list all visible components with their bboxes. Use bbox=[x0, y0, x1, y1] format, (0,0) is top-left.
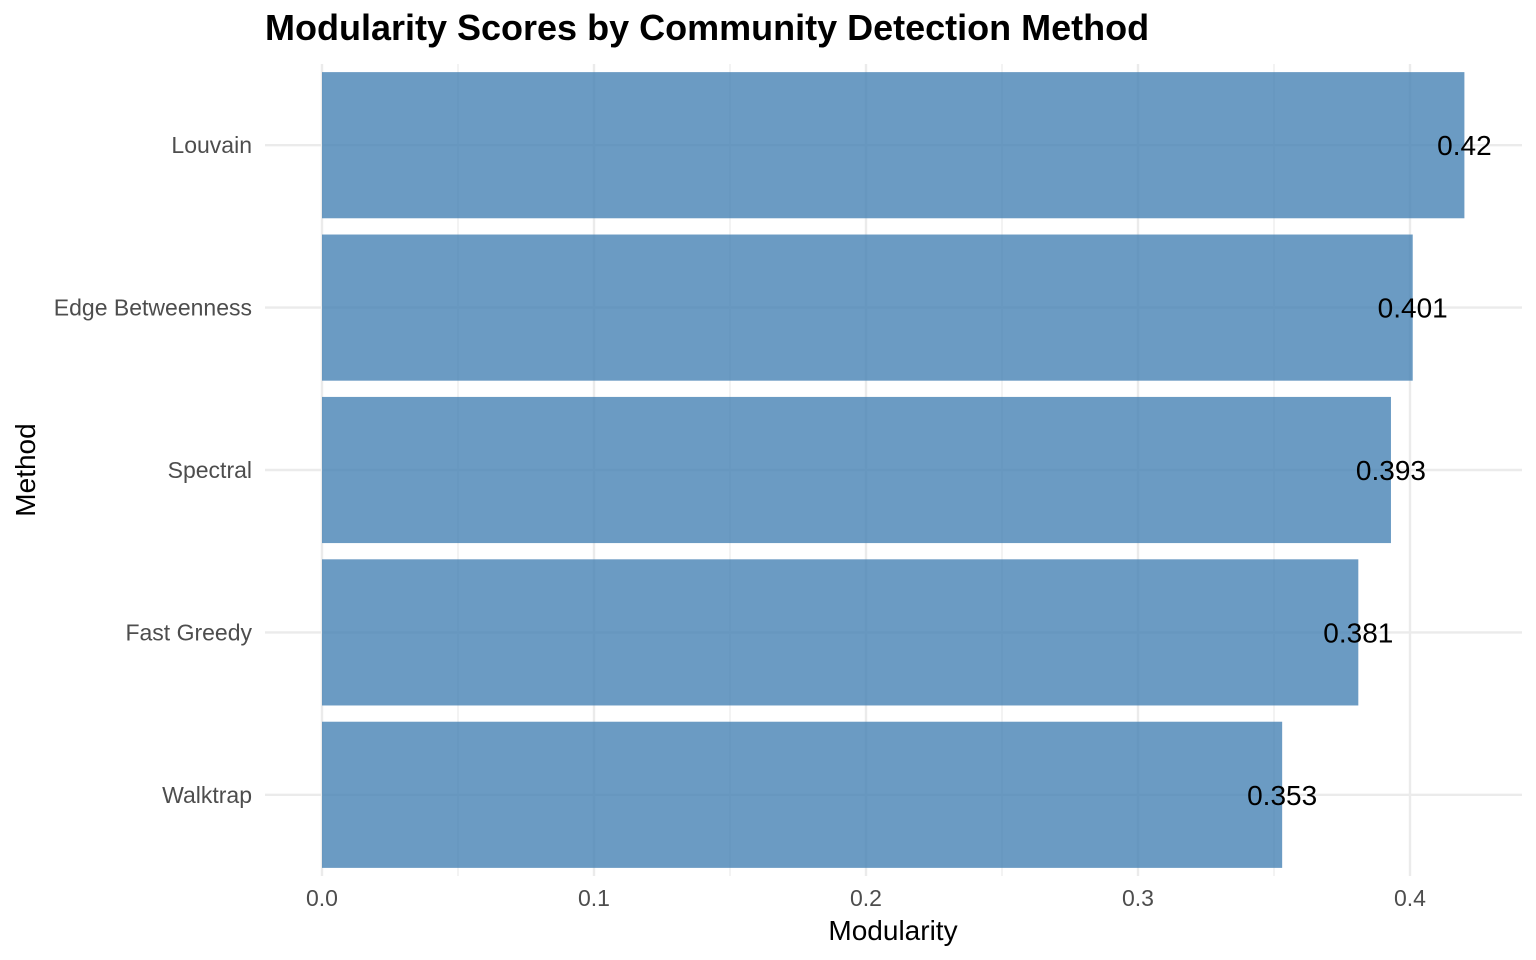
x-axis-tick-labels: 0.0 0.1 0.2 0.3 0.4 bbox=[306, 885, 1426, 911]
y-tick-label: Fast Greedy bbox=[125, 619, 252, 645]
data-labels: 0.42 0.401 0.393 0.381 0.353 bbox=[1247, 130, 1492, 811]
bar bbox=[322, 721, 1283, 868]
y-axis-title: Method bbox=[10, 423, 41, 516]
bars bbox=[322, 72, 1465, 868]
bar bbox=[322, 396, 1391, 544]
x-tick-label: 0.4 bbox=[1394, 885, 1426, 911]
data-label: 0.353 bbox=[1247, 780, 1317, 811]
data-label: 0.381 bbox=[1323, 617, 1393, 648]
bar bbox=[322, 234, 1413, 381]
x-tick-label: 0.2 bbox=[850, 885, 882, 911]
data-label: 0.401 bbox=[1378, 293, 1448, 324]
y-tick-label: Louvain bbox=[171, 132, 252, 158]
y-tick-label: Edge Betweenness bbox=[54, 295, 252, 321]
y-tick-label: Spectral bbox=[168, 457, 252, 483]
x-tick-label: 0.1 bbox=[578, 885, 610, 911]
data-label: 0.393 bbox=[1356, 455, 1426, 486]
chart-title: Modularity Scores by Community Detection… bbox=[265, 7, 1149, 48]
bar bbox=[322, 559, 1359, 706]
bar bbox=[322, 72, 1465, 219]
y-tick-label: Walktrap bbox=[162, 782, 252, 808]
x-axis-title: Modularity bbox=[828, 915, 957, 946]
y-axis-tick-labels: Louvain Edge Betweenness Spectral Fast Gree… bbox=[54, 132, 253, 808]
x-tick-label: 0.0 bbox=[306, 885, 338, 911]
data-label: 0.42 bbox=[1437, 130, 1492, 161]
x-tick-label: 0.3 bbox=[1122, 885, 1154, 911]
